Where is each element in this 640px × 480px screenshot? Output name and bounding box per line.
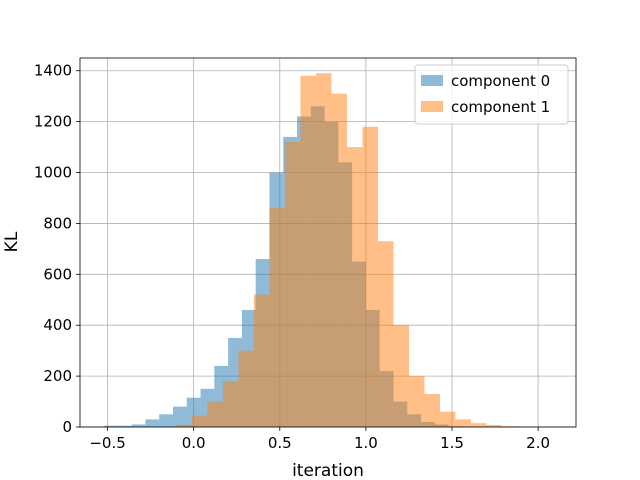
y-tick-label: 1200	[34, 113, 72, 131]
histogram-bar	[131, 424, 146, 427]
plot-frame	[79, 57, 577, 428]
legend-label: component 1	[451, 98, 550, 116]
x-tick-label: 0.5	[268, 434, 292, 452]
x-tick-label: 2.0	[526, 434, 550, 452]
histogram-bar	[104, 425, 118, 427]
histogram-bar	[238, 350, 254, 427]
legend-label: component 0	[451, 72, 550, 90]
histogram-bar	[439, 411, 456, 427]
histogram-bar	[145, 419, 160, 427]
histogram-bar	[222, 381, 239, 427]
legend-swatch	[421, 101, 443, 112]
y-tick-label: 800	[43, 214, 72, 232]
histogram-bar	[253, 294, 270, 427]
histogram-bar	[191, 415, 208, 427]
legend-box	[414, 64, 569, 125]
histogram-bar	[408, 376, 425, 427]
legend: component 0 component 1	[414, 64, 569, 125]
y-tick-label: 200	[43, 367, 72, 385]
x-tick-label: 0.0	[182, 434, 206, 452]
histogram-bar	[176, 424, 192, 427]
histogram-bar	[331, 93, 347, 427]
histogram-bar	[173, 406, 187, 427]
histogram-bar	[470, 423, 487, 427]
y-tick-label: 1400	[34, 62, 72, 80]
histogram-bar	[269, 208, 285, 427]
axis-ticks: −0.5 0.0 0.5 1.0 1.5 2.0 0 200 400 600 800 1000 1200…	[34, 62, 550, 452]
x-tick-label: −0.5	[89, 434, 125, 452]
histogram-bar	[117, 425, 132, 427]
histogram-bar	[284, 141, 301, 427]
y-tick-label: 1000	[34, 164, 72, 182]
histogram-bar	[455, 419, 471, 427]
histogram-bar	[346, 147, 363, 427]
histogram-bar	[486, 424, 502, 427]
histogram-bars	[104, 73, 549, 428]
histogram-bar	[207, 401, 223, 427]
y-tick-label: 0	[62, 418, 72, 436]
y-tick-label: 600	[43, 265, 72, 283]
y-axis-label: KL	[2, 231, 22, 252]
y-tick-label: 400	[43, 316, 72, 334]
legend-swatch	[421, 75, 443, 86]
histogram-bar	[377, 241, 394, 427]
x-tick-label: 1.5	[440, 434, 464, 452]
histogram-bar	[315, 73, 332, 427]
x-tick-label: 1.0	[354, 434, 378, 452]
histogram-bar	[424, 393, 440, 427]
histogram-bar	[300, 75, 316, 428]
x-axis-label: iteration	[292, 461, 364, 480]
histogram-bar	[393, 325, 409, 427]
histogram-bar	[362, 126, 378, 428]
series-1-bars	[176, 73, 549, 428]
histogram-bar	[159, 414, 173, 427]
